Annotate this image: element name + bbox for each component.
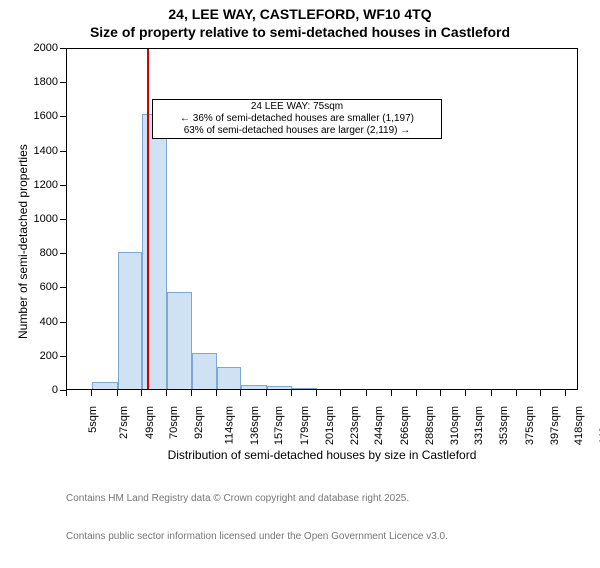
- footer-line1: Contains HM Land Registry data © Crown c…: [66, 493, 448, 506]
- x-tick-label: 244sqm: [374, 406, 386, 445]
- x-tick-label: 92sqm: [193, 406, 205, 439]
- y-tick-mark: [60, 116, 66, 117]
- y-tick-mark: [60, 185, 66, 186]
- x-tick-label: 353sqm: [499, 406, 511, 445]
- y-tick-label: 1200: [34, 179, 58, 191]
- x-tick-mark: [216, 390, 217, 396]
- x-tick-mark: [240, 390, 241, 396]
- x-tick-mark: [516, 390, 517, 396]
- y-axis-label: Number of semi-detached properties: [16, 144, 30, 339]
- x-tick-label: 266sqm: [399, 406, 411, 445]
- x-tick-mark: [391, 390, 392, 396]
- x-tick-mark: [416, 390, 417, 396]
- x-tick-label: 136sqm: [250, 406, 262, 445]
- annotation-line2: ← 36% of semi-detached houses are smalle…: [157, 113, 437, 125]
- y-tick-label: 1800: [34, 76, 58, 88]
- histogram-bar: [292, 388, 317, 389]
- y-tick-label: 0: [52, 384, 58, 396]
- x-tick-mark: [141, 390, 142, 396]
- x-tick-mark: [66, 390, 67, 396]
- x-tick-label: 418sqm: [573, 406, 585, 445]
- x-tick-label: 179sqm: [299, 406, 311, 445]
- histogram-bar: [118, 252, 142, 389]
- x-tick-mark: [291, 390, 292, 396]
- x-tick-label: 331sqm: [473, 406, 485, 445]
- x-tick-label: 201sqm: [324, 406, 336, 445]
- y-tick-mark: [60, 82, 66, 83]
- plot-area: 24 LEE WAY: 75sqm ← 36% of semi-detached…: [66, 48, 578, 390]
- x-tick-label: 27sqm: [118, 406, 130, 439]
- histogram-bar: [241, 385, 266, 389]
- x-tick-label: 288sqm: [424, 406, 436, 445]
- x-tick-mark: [465, 390, 466, 396]
- x-tick-mark: [191, 390, 192, 396]
- attribution-footer: Contains HM Land Registry data © Crown c…: [66, 468, 448, 568]
- histogram-bar: [192, 353, 217, 389]
- annotation-line3: 63% of semi-detached houses are larger (…: [157, 125, 437, 137]
- x-tick-mark: [340, 390, 341, 396]
- x-axis-label: Distribution of semi-detached houses by …: [66, 448, 578, 462]
- y-tick-mark: [60, 287, 66, 288]
- chart-title-line1: 24, LEE WAY, CASTLEFORD, WF10 4TQ: [0, 6, 600, 22]
- x-tick-label: 49sqm: [144, 406, 156, 439]
- histogram-bar: [167, 292, 192, 389]
- x-tick-mark: [440, 390, 441, 396]
- y-tick-label: 1000: [34, 213, 58, 225]
- x-tick-mark: [316, 390, 317, 396]
- x-tick-label: 5sqm: [87, 406, 99, 433]
- chart-container: 24, LEE WAY, CASTLEFORD, WF10 4TQ Size o…: [0, 0, 600, 500]
- x-tick-mark: [540, 390, 541, 396]
- y-tick-label: 1600: [34, 110, 58, 122]
- x-tick-label: 310sqm: [449, 406, 461, 445]
- property-marker-line: [147, 49, 149, 389]
- annotation-box: 24 LEE WAY: 75sqm ← 36% of semi-detached…: [152, 99, 442, 139]
- histogram-bar: [267, 386, 292, 389]
- x-tick-label: 157sqm: [274, 406, 286, 445]
- y-tick-mark: [60, 253, 66, 254]
- x-tick-label: 375sqm: [524, 406, 536, 445]
- x-tick-mark: [565, 390, 566, 396]
- histogram-bar: [92, 382, 117, 389]
- y-tick-mark: [60, 151, 66, 152]
- x-tick-mark: [491, 390, 492, 396]
- x-tick-mark: [366, 390, 367, 396]
- x-tick-mark: [91, 390, 92, 396]
- annotation-line1: 24 LEE WAY: 75sqm: [157, 101, 437, 113]
- y-tick-label: 2000: [34, 42, 58, 54]
- footer-line2: Contains public sector information licen…: [66, 531, 448, 544]
- y-tick-mark: [60, 48, 66, 49]
- y-tick-label: 200: [40, 350, 58, 362]
- x-tick-label: 397sqm: [549, 406, 561, 445]
- y-tick-label: 600: [40, 281, 58, 293]
- x-tick-label: 70sqm: [168, 406, 180, 439]
- x-tick-label: 114sqm: [223, 406, 235, 444]
- x-tick-label: 223sqm: [349, 406, 361, 445]
- x-tick-mark: [266, 390, 267, 396]
- y-tick-mark: [60, 219, 66, 220]
- histogram-bar: [217, 367, 241, 389]
- y-tick-label: 1400: [34, 145, 58, 157]
- chart-title-line2: Size of property relative to semi-detach…: [0, 24, 600, 40]
- y-tick-label: 800: [40, 247, 58, 259]
- y-tick-mark: [60, 356, 66, 357]
- y-tick-mark: [60, 322, 66, 323]
- y-tick-label: 400: [40, 316, 58, 328]
- x-tick-mark: [117, 390, 118, 396]
- histogram-bar: [142, 114, 167, 389]
- x-tick-mark: [166, 390, 167, 396]
